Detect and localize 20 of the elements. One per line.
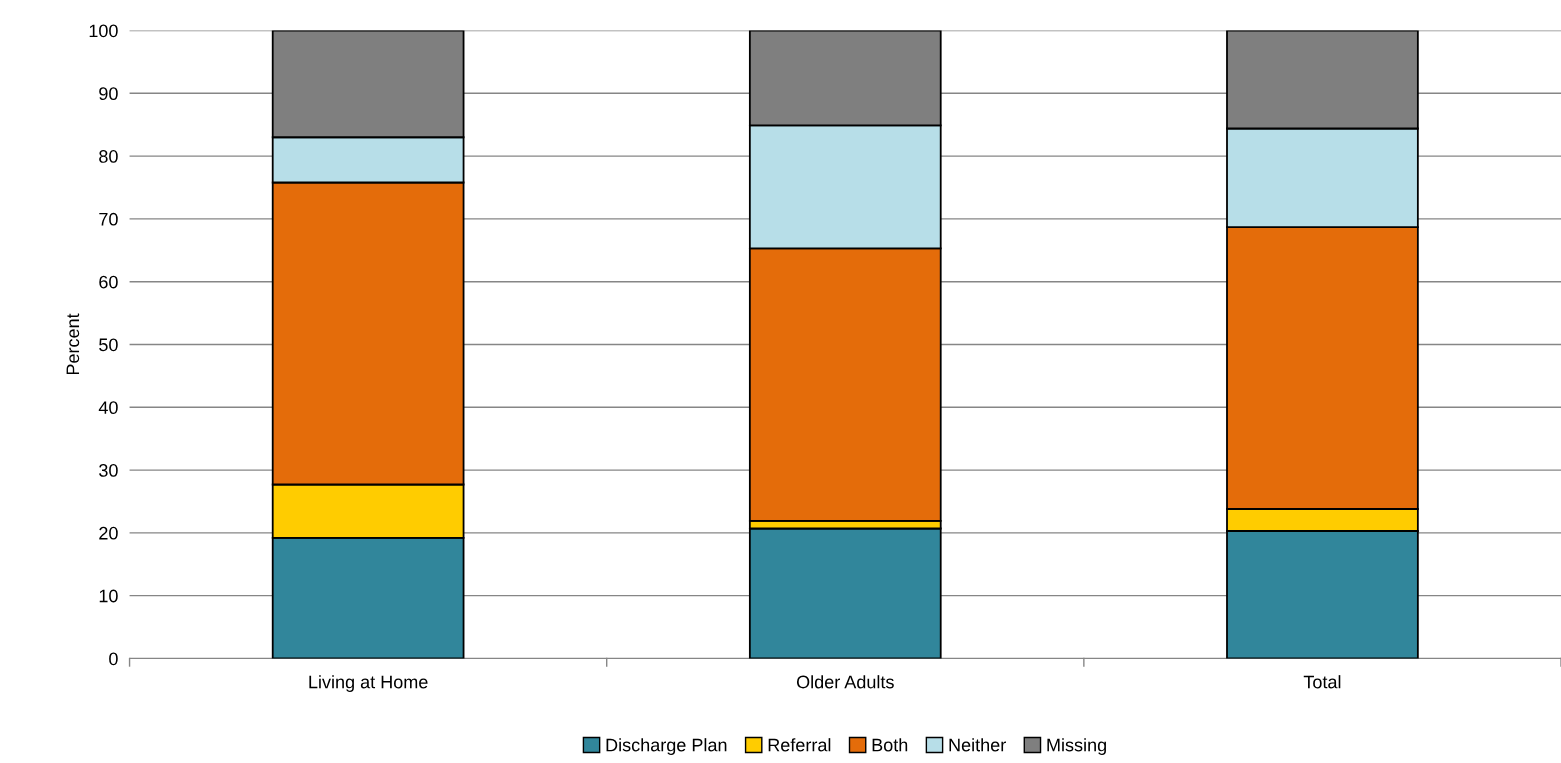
y-tick-label: 70	[99, 212, 118, 226]
legend-label: Missing	[1047, 738, 1106, 755]
legend-label: Neither	[949, 738, 1006, 752]
x-tick-label: Older Adults	[796, 675, 894, 689]
x-tick-label: Living at Home	[309, 675, 428, 692]
y-tick-label: 30	[99, 464, 118, 477]
legend-label: Discharge Plan	[606, 738, 727, 755]
y-tick-label: 40	[98, 401, 118, 415]
y-tick-label: 50	[99, 338, 118, 352]
y-tick-label: 10	[99, 589, 118, 603]
y-tick-label: 90	[99, 87, 118, 101]
legend-label: Both	[872, 738, 908, 752]
y-axis-title: Percent	[66, 313, 80, 375]
legend-label: Referral	[768, 738, 831, 752]
y-tick-label: 100	[89, 24, 118, 38]
y-tick-label: 0	[109, 652, 118, 666]
y-tick-label: 80	[99, 150, 118, 163]
y-tick-label: 20	[99, 526, 118, 540]
x-tick-label: Total	[1303, 675, 1341, 689]
y-tick-label: 60	[99, 275, 118, 289]
